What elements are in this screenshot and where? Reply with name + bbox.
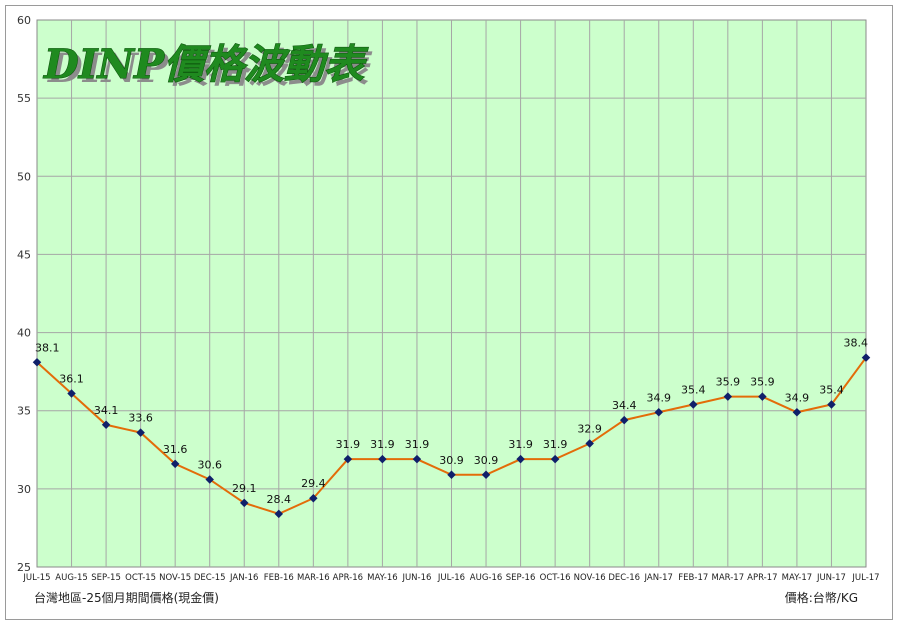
y-tick-label: 60 — [17, 14, 31, 27]
data-label: 34.9 — [647, 391, 672, 404]
chart-title-shadow: DINP價格波動表 — [47, 45, 373, 92]
data-point — [827, 400, 836, 409]
footer-note: 台灣地區-25個月期間價格(現金價) — [34, 591, 219, 605]
data-point — [792, 408, 802, 417]
x-tick-label: NOV-15 — [159, 573, 191, 583]
x-tick-label: JAN-17 — [644, 573, 673, 583]
data-label: 36.1 — [59, 373, 84, 386]
data-markers — [32, 353, 871, 519]
x-tick-label: FEB-16 — [264, 573, 294, 583]
x-tick-label: MAY-17 — [782, 573, 813, 583]
data-label: 35.9 — [716, 376, 741, 389]
grid-lines — [37, 20, 866, 567]
y-tick-label: 25 — [17, 561, 31, 574]
data-point — [758, 392, 767, 401]
price-unit-note: 價格:台幣/KG — [784, 591, 858, 605]
data-label: 30.9 — [474, 454, 499, 467]
data-label: 29.1 — [232, 482, 257, 495]
data-point — [447, 470, 456, 480]
data-point — [412, 454, 422, 464]
x-tick-label: FEB-17 — [678, 573, 708, 583]
x-tick-label: NOV-16 — [574, 573, 606, 583]
data-label: 33.6 — [128, 412, 153, 425]
data-label: 30.9 — [439, 454, 464, 467]
x-tick-label: OCT-16 — [540, 573, 571, 583]
data-labels: 38.1 36.1 34.1 33.6 31.6 30.6 29.1 28.4 29.4 31.9… — [35, 337, 868, 506]
x-tick-label: MAR-17 — [712, 573, 745, 583]
data-point — [585, 439, 594, 448]
x-tick-label: MAR-16 — [297, 573, 330, 583]
data-point — [32, 358, 42, 367]
x-tick-label: AUG-15 — [55, 573, 88, 583]
x-axis-ticks: JUL-15 AUG-15 SEP-15 OCT-15 NOV-15 DEC-15 JAN-… — [22, 573, 879, 583]
data-label: 31.9 — [370, 438, 395, 451]
data-point — [516, 454, 525, 464]
y-tick-label: 30 — [17, 483, 31, 496]
data-label: 34.9 — [785, 391, 810, 404]
data-label: 30.6 — [197, 458, 222, 471]
data-label: 35.4 — [681, 383, 706, 396]
data-point — [481, 470, 491, 480]
data-point — [240, 498, 249, 508]
data-point — [205, 475, 214, 484]
x-tick-label: OCT-15 — [125, 573, 156, 583]
data-point — [689, 400, 698, 409]
data-label: 34.1 — [94, 404, 119, 417]
data-point — [274, 509, 284, 519]
data-label: 31.9 — [543, 438, 568, 451]
data-point — [136, 428, 145, 437]
data-point — [101, 420, 111, 430]
data-point — [343, 454, 353, 464]
data-point — [619, 415, 629, 425]
y-axis-ticks: 25 30 35 40 45 50 55 60 — [17, 14, 31, 574]
x-tick-label: SEP-15 — [91, 573, 121, 583]
data-label: 35.4 — [819, 383, 844, 396]
x-tick-label: JUL-15 — [22, 573, 50, 583]
y-tick-label: 55 — [17, 92, 31, 105]
data-label: 35.9 — [750, 376, 775, 389]
x-tick-label: DEC-16 — [608, 573, 640, 583]
x-tick-label: MAY-16 — [367, 573, 398, 583]
data-point — [654, 408, 663, 417]
data-label: 28.4 — [267, 493, 292, 506]
data-point — [309, 493, 318, 503]
y-tick-label: 40 — [17, 327, 31, 340]
data-point — [378, 454, 387, 464]
data-label: 31.9 — [508, 438, 533, 451]
data-point — [67, 389, 76, 398]
data-point — [170, 459, 180, 469]
data-point — [861, 353, 871, 362]
y-tick-label: 50 — [17, 170, 31, 183]
x-tick-label: JUN-17 — [816, 573, 846, 583]
x-tick-label: JAN-16 — [229, 573, 258, 583]
data-label: 34.4 — [612, 399, 637, 412]
x-tick-label: JUN-16 — [401, 573, 431, 583]
data-label: 38.1 — [35, 341, 60, 354]
y-tick-label: 35 — [17, 405, 31, 418]
data-point — [550, 454, 560, 464]
x-tick-label: DEC-15 — [194, 573, 226, 583]
data-label: 38.4 — [844, 337, 869, 350]
x-tick-label: JUL-16 — [437, 573, 465, 583]
x-tick-label: SEP-16 — [506, 573, 536, 583]
data-label: 31.6 — [163, 443, 188, 456]
x-tick-label: APR-17 — [747, 573, 777, 583]
x-tick-label: JUL-17 — [851, 573, 879, 583]
data-point — [723, 392, 733, 401]
y-tick-label: 45 — [17, 248, 31, 261]
chart-title: DINP價格波動表 — [43, 41, 369, 88]
data-label: 32.9 — [577, 423, 602, 436]
data-label: 31.9 — [336, 438, 361, 451]
data-label: 29.4 — [301, 477, 326, 490]
data-label: 31.9 — [405, 438, 430, 451]
x-tick-label: APR-16 — [333, 573, 363, 583]
x-tick-label: AUG-16 — [470, 573, 503, 583]
